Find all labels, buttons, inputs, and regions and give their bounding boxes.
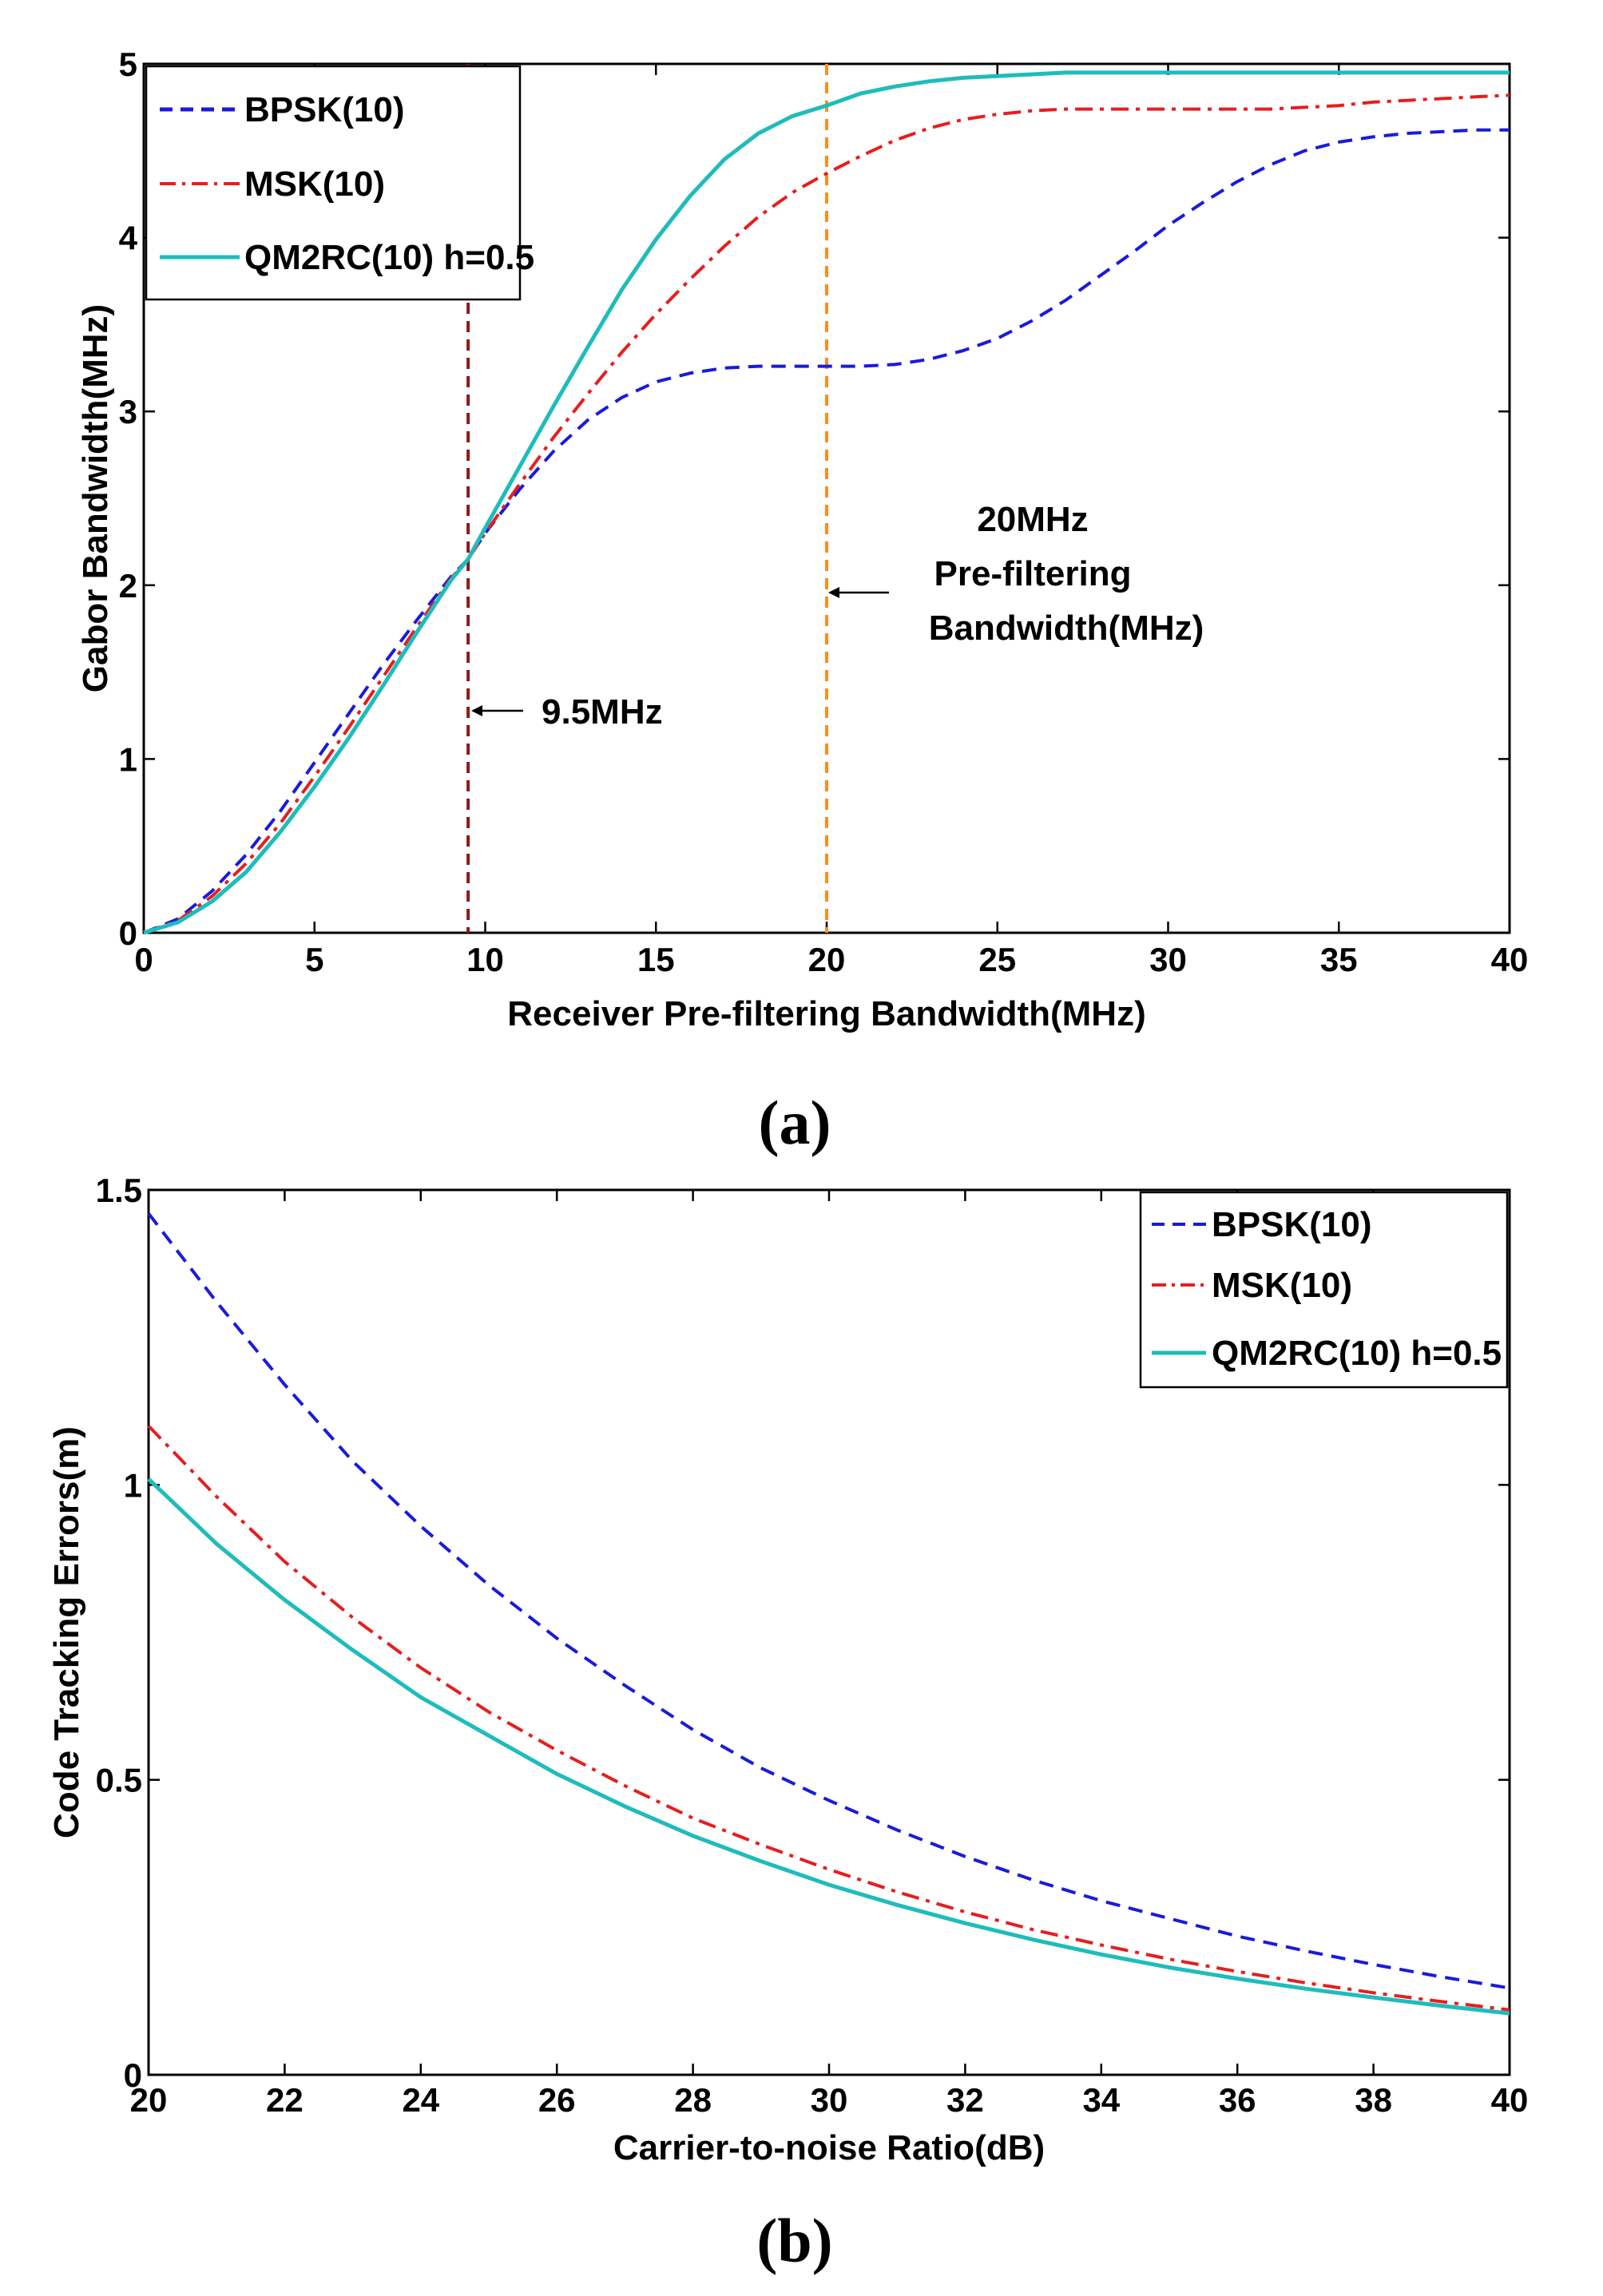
legend-a-label-msk: MSK(10): [244, 165, 385, 204]
annotation-20mhz: 20MHz Pre-filtering Bandwidth(MHz): [828, 500, 1204, 648]
panel-b-xtick-label: 38: [1355, 2081, 1392, 2119]
panel-b-ytick-label: 1.5: [96, 1172, 142, 1209]
panel-b-series: [147, 1212, 1510, 2016]
legend-b-label-bpsk: BPSK(10): [1212, 1205, 1372, 1244]
panel-a-x-axis-label: Receiver Pre-filtering Bandwidth(MHz): [507, 994, 1145, 1033]
panel-a-ytick-label: 4: [119, 220, 138, 257]
panel-a-xtick-label: 25: [978, 941, 1016, 978]
panel-b-xtick-label: 34: [1082, 2081, 1120, 2119]
panel-a-series-line-1: [143, 93, 1510, 934]
panel-a-ytick-label: 0: [119, 914, 137, 952]
panel-b-xtick-label: 32: [946, 2081, 984, 2119]
panel-b-ytick-label: 0: [124, 2056, 142, 2094]
panel-a-xtick-label: 0: [134, 941, 153, 978]
panel-b-ytick-label: 0.5: [96, 1762, 142, 1799]
panel-a-series: [143, 70, 1510, 935]
annotation-9-5mhz: 9.5MHz: [471, 692, 663, 732]
annotation-20mhz-line1: 20MHz: [977, 500, 1088, 539]
panel-b-series-line-0: [147, 1212, 1510, 1990]
panel-b-xtick-label: 24: [402, 2081, 439, 2119]
panel-a-xtick-label: 40: [1491, 941, 1529, 978]
panel-b-legend: BPSK(10) MSK(10) QM2RC(10) h=0.5: [1139, 1191, 1509, 1389]
panel-a-ytick-label: 1: [119, 740, 137, 778]
annotation-20mhz-line2: Pre-filtering: [934, 554, 1132, 593]
panel-b-xtick-label: 20: [130, 2081, 168, 2119]
panel-a-legend-box: [145, 65, 522, 301]
panel-a-ytick-label: 3: [119, 393, 137, 430]
panel-a-xtick-label: 20: [808, 941, 846, 978]
annotation-20mhz-line3: Bandwidth(MHz): [929, 609, 1204, 648]
panel-a-y-ticks: 0 1 2 3 4 5: [119, 46, 1510, 952]
panel-a-x-ticks: 0 5 10 15 20 25 30 35 40: [134, 64, 1528, 978]
panel-a-xtick-label: 10: [466, 941, 504, 978]
annotation-9-5mhz-arrowhead: [471, 705, 482, 716]
panel-b-xtick-label: 28: [674, 2081, 712, 2119]
panel-b-y-ticks: 0 0.5 1 1.5: [96, 1172, 1510, 2094]
panel-a-legend: BPSK(10) MSK(10) QM2RC(10) h=0.5: [145, 65, 534, 301]
panel-a-label: (a): [759, 1088, 831, 1157]
panel-b-ytick-label: 1: [124, 1466, 142, 1504]
panel-b-y-axis-label: Code Tracking Errors(m): [47, 1426, 86, 1838]
annotation-20mhz-arrowhead: [828, 587, 839, 598]
legend-a-label-bpsk: BPSK(10): [244, 90, 405, 129]
panel-a-ytick-label: 2: [119, 567, 137, 605]
panel-a-xtick-label: 15: [637, 941, 675, 978]
panel-b-xtick-label: 26: [538, 2081, 576, 2119]
panel-b-xtick-label: 22: [266, 2081, 304, 2119]
panel-a-ytick-label: 5: [119, 46, 137, 83]
panel-a-y-axis-label: Gabor Bandwidth(MHz): [76, 304, 115, 692]
panel-b-xtick-label: 30: [811, 2081, 848, 2119]
panel-a-xtick-label: 5: [305, 941, 323, 978]
panel-b-label: (b): [756, 2206, 832, 2275]
panel-b-series-line-2: [147, 1477, 1510, 2016]
legend-b-label-msk: MSK(10): [1212, 1266, 1352, 1305]
panel-b-x-ticks: 20 22 24 26 28 30 32 34 36 38 40: [130, 1190, 1529, 2119]
panel-a-annotations: 9.5MHz 20MHz Pre-filtering Bandwidth(MHz…: [471, 500, 1204, 732]
panel-b-chart: 0 0.5 1 1.5 20 22 24 26 28 30 32 34 36 38 40 Carrier-…: [47, 1172, 1528, 2275]
panel-a-xtick-label: 35: [1320, 941, 1358, 978]
annotation-9-5mhz-text: 9.5MHz: [542, 692, 663, 732]
panel-a-series-line-0: [143, 128, 1510, 934]
panel-a-chart: 0 1 2 3 4 5 0 5 10 15 20 25 30 35 40 9.5MHz 20MHz Pre…: [76, 46, 1528, 1157]
legend-b-label-qm2rc: QM2RC(10) h=0.5: [1212, 1334, 1502, 1373]
panel-b-x-axis-label: Carrier-to-noise Ratio(dB): [613, 2128, 1045, 2167]
panel-b-xtick-label: 36: [1219, 2081, 1256, 2119]
panel-b-xtick-label: 40: [1491, 2081, 1529, 2119]
legend-a-label-qm2rc: QM2RC(10) h=0.5: [244, 238, 534, 277]
panel-a-series-line-2: [143, 70, 1510, 935]
panel-a-xtick-label: 30: [1149, 941, 1187, 978]
panel-a-reference-lines: [466, 64, 828, 933]
